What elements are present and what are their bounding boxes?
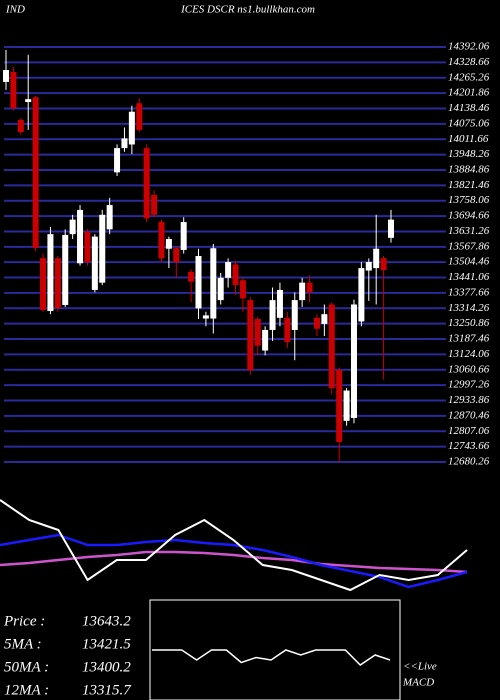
candle-body: [143, 148, 150, 219]
candle-body: [62, 234, 69, 305]
candle-body: [291, 300, 298, 330]
legend-name: 50MA :: [4, 659, 49, 675]
y-tick-label: 12870.46: [448, 409, 490, 421]
candle-body: [91, 236, 98, 290]
y-tick-label: 13124.06: [448, 348, 490, 360]
y-tick-label: 13694.66: [448, 210, 490, 222]
y-tick-label: 13631.26: [448, 225, 490, 237]
y-tick-label: 13441.06: [448, 271, 490, 283]
candle-body: [17, 119, 24, 133]
candle-body: [380, 258, 387, 271]
candle-body: [106, 205, 113, 230]
candle-body: [343, 390, 350, 421]
candle-body: [365, 262, 372, 271]
legend-name: 5MA :: [4, 636, 42, 652]
y-tick-label: 14075.06: [448, 117, 490, 129]
candle-body: [276, 289, 283, 318]
y-tick-label: 13187.46: [448, 333, 490, 345]
y-tick-label: 14138.46: [448, 102, 490, 114]
candle-body: [195, 255, 202, 309]
candle-body: [173, 248, 180, 263]
y-tick-label: 13884.86: [448, 163, 490, 175]
macd-box: [149, 599, 401, 700]
legend-value: 13643.2: [82, 613, 131, 629]
candle-body: [269, 300, 276, 330]
candle-body: [225, 262, 232, 278]
legend-name: Price :: [3, 613, 45, 629]
candle-body: [313, 317, 320, 329]
candle-body: [99, 214, 106, 283]
candle-body: [217, 277, 224, 301]
y-tick-label: 13377.66: [448, 286, 490, 298]
y-tick-label: 12807.06: [448, 425, 490, 437]
legend-value: 13421.5: [82, 636, 131, 652]
candle-body: [180, 222, 187, 250]
candle-body: [121, 138, 128, 149]
candle-body: [77, 209, 84, 264]
candle-body: [373, 248, 380, 269]
candle-body: [247, 300, 254, 371]
y-tick-label: 14328.66: [448, 56, 490, 68]
candle-body: [299, 282, 306, 301]
candle-body: [284, 317, 291, 343]
y-tick-label: 12933.86: [448, 394, 490, 406]
indicator-line: [0, 533, 468, 589]
candle-body: [254, 319, 261, 346]
candle-body: [188, 271, 195, 282]
y-tick-label: 12680.26: [448, 456, 490, 468]
candle-body: [69, 219, 76, 235]
y-tick-label: 13504.46: [448, 256, 490, 268]
macd-line: [152, 649, 391, 666]
candle-body: [3, 70, 9, 82]
y-tick-label: 13314.26: [448, 302, 490, 314]
y-tick-label: 13060.66: [448, 363, 490, 375]
candle-body: [328, 304, 335, 389]
y-tick-label: 14011.66: [448, 133, 489, 145]
chart-title: ICES DSCR ns1.bullkhan.com: [180, 4, 315, 16]
candle-body: [232, 264, 239, 286]
candle-body: [47, 234, 54, 312]
candle-body: [262, 329, 269, 351]
indicator-line: [0, 499, 468, 592]
candle-body: [321, 314, 328, 324]
y-tick-label: 14265.26: [448, 71, 490, 83]
title-left: IND: [5, 4, 25, 16]
candle-body: [151, 194, 158, 215]
candle-body: [32, 97, 39, 248]
y-tick-label: 14201.86: [448, 87, 490, 99]
candle-body: [128, 111, 135, 145]
candle-body: [210, 248, 217, 319]
candle-body: [114, 148, 121, 173]
y-tick-label: 13758.06: [448, 194, 490, 206]
y-tick-label: 13948.26: [448, 148, 490, 160]
legend-name: 12MA :: [4, 682, 49, 698]
candle-body: [388, 219, 394, 238]
candle-body: [54, 258, 61, 309]
candle-body: [336, 369, 343, 442]
y-tick-label: 13821.46: [448, 179, 490, 191]
legend-value: 13315.7: [82, 682, 132, 698]
candle-body: [84, 231, 91, 263]
y-tick-label: 12743.66: [448, 440, 490, 452]
candle-body: [202, 315, 209, 319]
y-tick-label: 14392.06: [448, 41, 490, 53]
candle-body: [239, 280, 246, 299]
legend-value: 13400.2: [82, 659, 131, 675]
candle-body: [158, 222, 165, 259]
live-label: <<Live: [403, 661, 437, 673]
candle-body: [136, 103, 143, 130]
y-tick-label: 13567.86: [448, 240, 490, 252]
candle-body: [306, 282, 313, 293]
candle-body: [10, 71, 17, 109]
candle-body: [350, 304, 357, 418]
candle-body: [358, 268, 365, 322]
macd-label: MACD: [402, 677, 434, 689]
candle-body: [165, 239, 172, 249]
candle-body: [25, 99, 32, 103]
y-tick-label: 13250.86: [448, 317, 490, 329]
y-tick-label: 12997.26: [448, 379, 490, 391]
candle-body: [40, 258, 47, 311]
indicator-line: [0, 550, 468, 574]
